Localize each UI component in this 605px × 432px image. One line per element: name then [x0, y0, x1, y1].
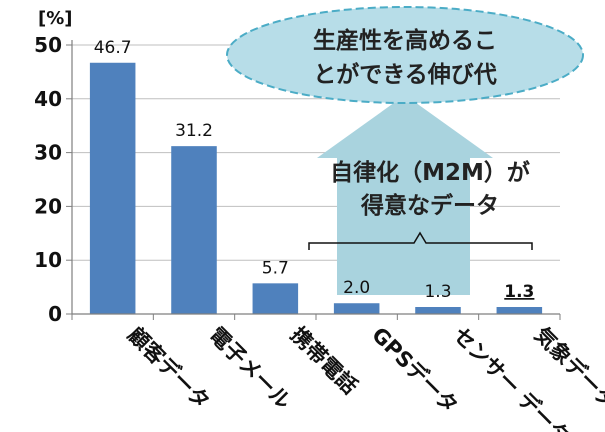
y-tick-label-2: 20 — [34, 194, 62, 218]
value-label-5: 1.3 — [504, 282, 534, 302]
category-label-3: GPSデータ — [367, 323, 462, 418]
callout-arrow — [317, 95, 493, 295]
y-tick-label-0: 0 — [48, 302, 62, 326]
axes — [66, 40, 561, 320]
bars — [89, 62, 543, 315]
y-tick-label-3: 30 — [34, 141, 62, 165]
arrow-text: 自律化（M2M）が 得意なデータ — [330, 159, 530, 219]
y-axis-unit-label: [%] — [38, 8, 73, 29]
arrow-text-line-2: 得意なデータ — [360, 192, 499, 219]
category-label-2: 携帯電話 — [286, 323, 362, 399]
value-label-0: 46.7 — [94, 38, 132, 58]
value-label-3: 2.0 — [343, 278, 370, 298]
bar-4 — [415, 307, 461, 314]
y-tick-label-5: 50 — [34, 33, 62, 57]
value-label-2: 5.7 — [262, 258, 289, 278]
cloud-text-line-2: とができる伸び代 — [313, 61, 497, 88]
value-label-1: 31.2 — [175, 121, 213, 141]
bar-3 — [333, 303, 380, 314]
bar-0 — [89, 62, 136, 315]
arrow-text-line-1: 自律化（M2M）が — [330, 159, 530, 186]
value-label-4: 1.3 — [424, 282, 451, 302]
bar-2 — [252, 283, 299, 314]
y-tick-label-1: 10 — [34, 248, 62, 272]
group-bracket — [308, 231, 533, 250]
category-label-1: 電子メール — [204, 323, 295, 414]
bar-1 — [171, 146, 217, 314]
bar-5 — [496, 307, 543, 314]
y-tick-label-4: 40 — [34, 87, 62, 111]
callout-cloud: 生産性を高めるこ とができる伸び代 — [226, 6, 584, 104]
callout-cloud-shape — [226, 6, 584, 104]
callout-arrow-shape — [317, 95, 493, 295]
cloud-text-line-1: 生産性を高めるこ — [313, 27, 497, 54]
bracket — [308, 231, 533, 250]
category-label-0: 顧客データ — [123, 323, 214, 414]
